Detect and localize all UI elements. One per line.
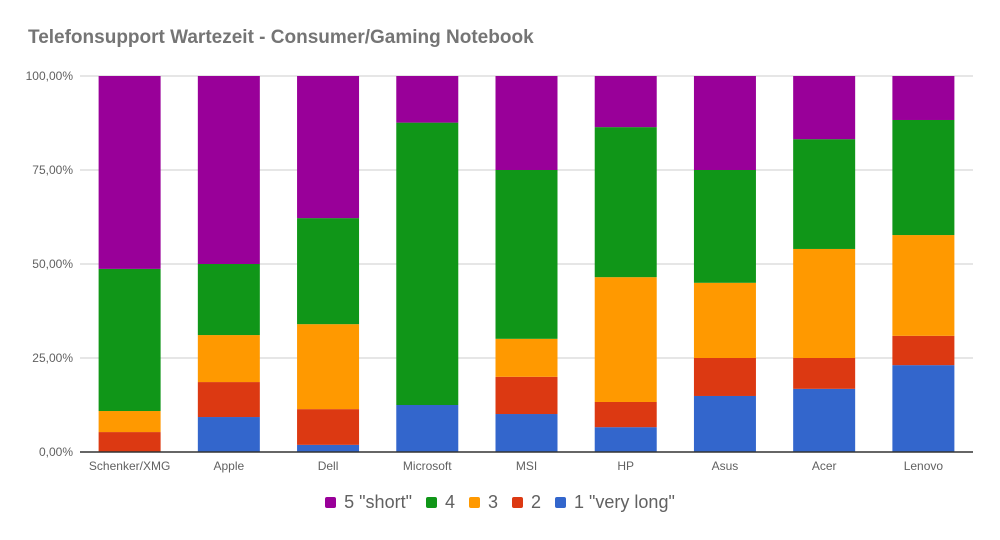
x-tick-label: HP [617, 459, 634, 473]
legend-label: 4 [444, 491, 455, 512]
x-tick-label: Schenker/XMG [89, 459, 170, 473]
bar-segment [495, 76, 558, 170]
bar-segment [793, 139, 856, 249]
bar-segment [793, 76, 856, 140]
legend-item: 2 [512, 492, 541, 513]
x-tick-label: MSI [516, 459, 537, 473]
legend-item: 3 [468, 491, 498, 513]
bar-segment [297, 324, 360, 410]
bar-segment [693, 358, 756, 396]
bar-segment [892, 365, 955, 452]
bar-segment [197, 76, 260, 264]
bar-segment [495, 170, 558, 339]
bar-segment [297, 76, 360, 219]
bar-segment [693, 395, 756, 452]
bar-segment [98, 411, 161, 433]
bar-segment [495, 338, 558, 377]
legend: 5 "short" 4 3 2 1 "very long" [0, 490, 1000, 514]
bar-segment [197, 382, 260, 418]
bar-segment [98, 76, 161, 269]
bar-segment [495, 376, 558, 415]
bar-segment [892, 335, 955, 366]
bar-segment [693, 170, 756, 283]
bar-segment [594, 76, 657, 128]
x-tick-label: Microsoft [403, 459, 452, 473]
bar-segment [297, 444, 360, 452]
bar-segment [693, 282, 756, 358]
legend-label: 2 [531, 491, 542, 512]
bar-segment [892, 235, 955, 336]
y-tick-label: 25,00% [32, 351, 73, 365]
bar-segment [693, 76, 756, 170]
x-tick-label: Dell [318, 459, 339, 473]
legend-item: 5 "short" [325, 492, 412, 513]
x-tick-label: Apple [213, 459, 244, 473]
legend-item: 4 [425, 491, 455, 513]
bar-segment [98, 432, 161, 452]
legend-swatch [555, 496, 567, 508]
bar-segment [594, 277, 657, 402]
bar-segment [297, 218, 360, 325]
legend-label: 1 "very long" [574, 491, 675, 512]
bar-segment [197, 335, 260, 383]
legend-label: 3 [487, 491, 498, 512]
x-tick-label: Acer [812, 459, 837, 473]
bar-segment [98, 268, 161, 412]
bar-segment [297, 409, 360, 445]
legend-swatch [512, 496, 523, 508]
bar-segment [793, 388, 856, 452]
bar-segment [594, 127, 657, 278]
y-tick-label: 75,00% [32, 163, 73, 177]
bar-segment [396, 122, 459, 406]
bar-segment [892, 119, 955, 236]
bar-segment [793, 358, 856, 389]
x-tick-label: Asus [712, 459, 739, 473]
bar-segment [495, 414, 558, 452]
bar-segment [197, 264, 260, 336]
legend-swatch [468, 496, 480, 508]
y-tick-label: 100,00% [26, 69, 74, 83]
bar-segment [396, 76, 459, 123]
y-tick-label: 50,00% [32, 257, 73, 271]
bar-segment [594, 427, 657, 452]
chart-title: Telefonsupport Wartezeit - Consumer/Gami… [28, 27, 534, 48]
bar-segment [197, 417, 260, 452]
bar-segment [892, 76, 955, 120]
bar-segment [793, 248, 856, 358]
bar-segment [594, 401, 657, 428]
legend-swatch [425, 496, 437, 508]
legend-label: 5 "short" [344, 491, 412, 512]
y-tick-label: 0,00% [39, 445, 73, 459]
x-tick-label: Lenovo [904, 459, 944, 473]
legend-swatch [325, 496, 337, 508]
legend-item: 1 "very long" [555, 492, 675, 513]
bar-segment [396, 405, 459, 452]
